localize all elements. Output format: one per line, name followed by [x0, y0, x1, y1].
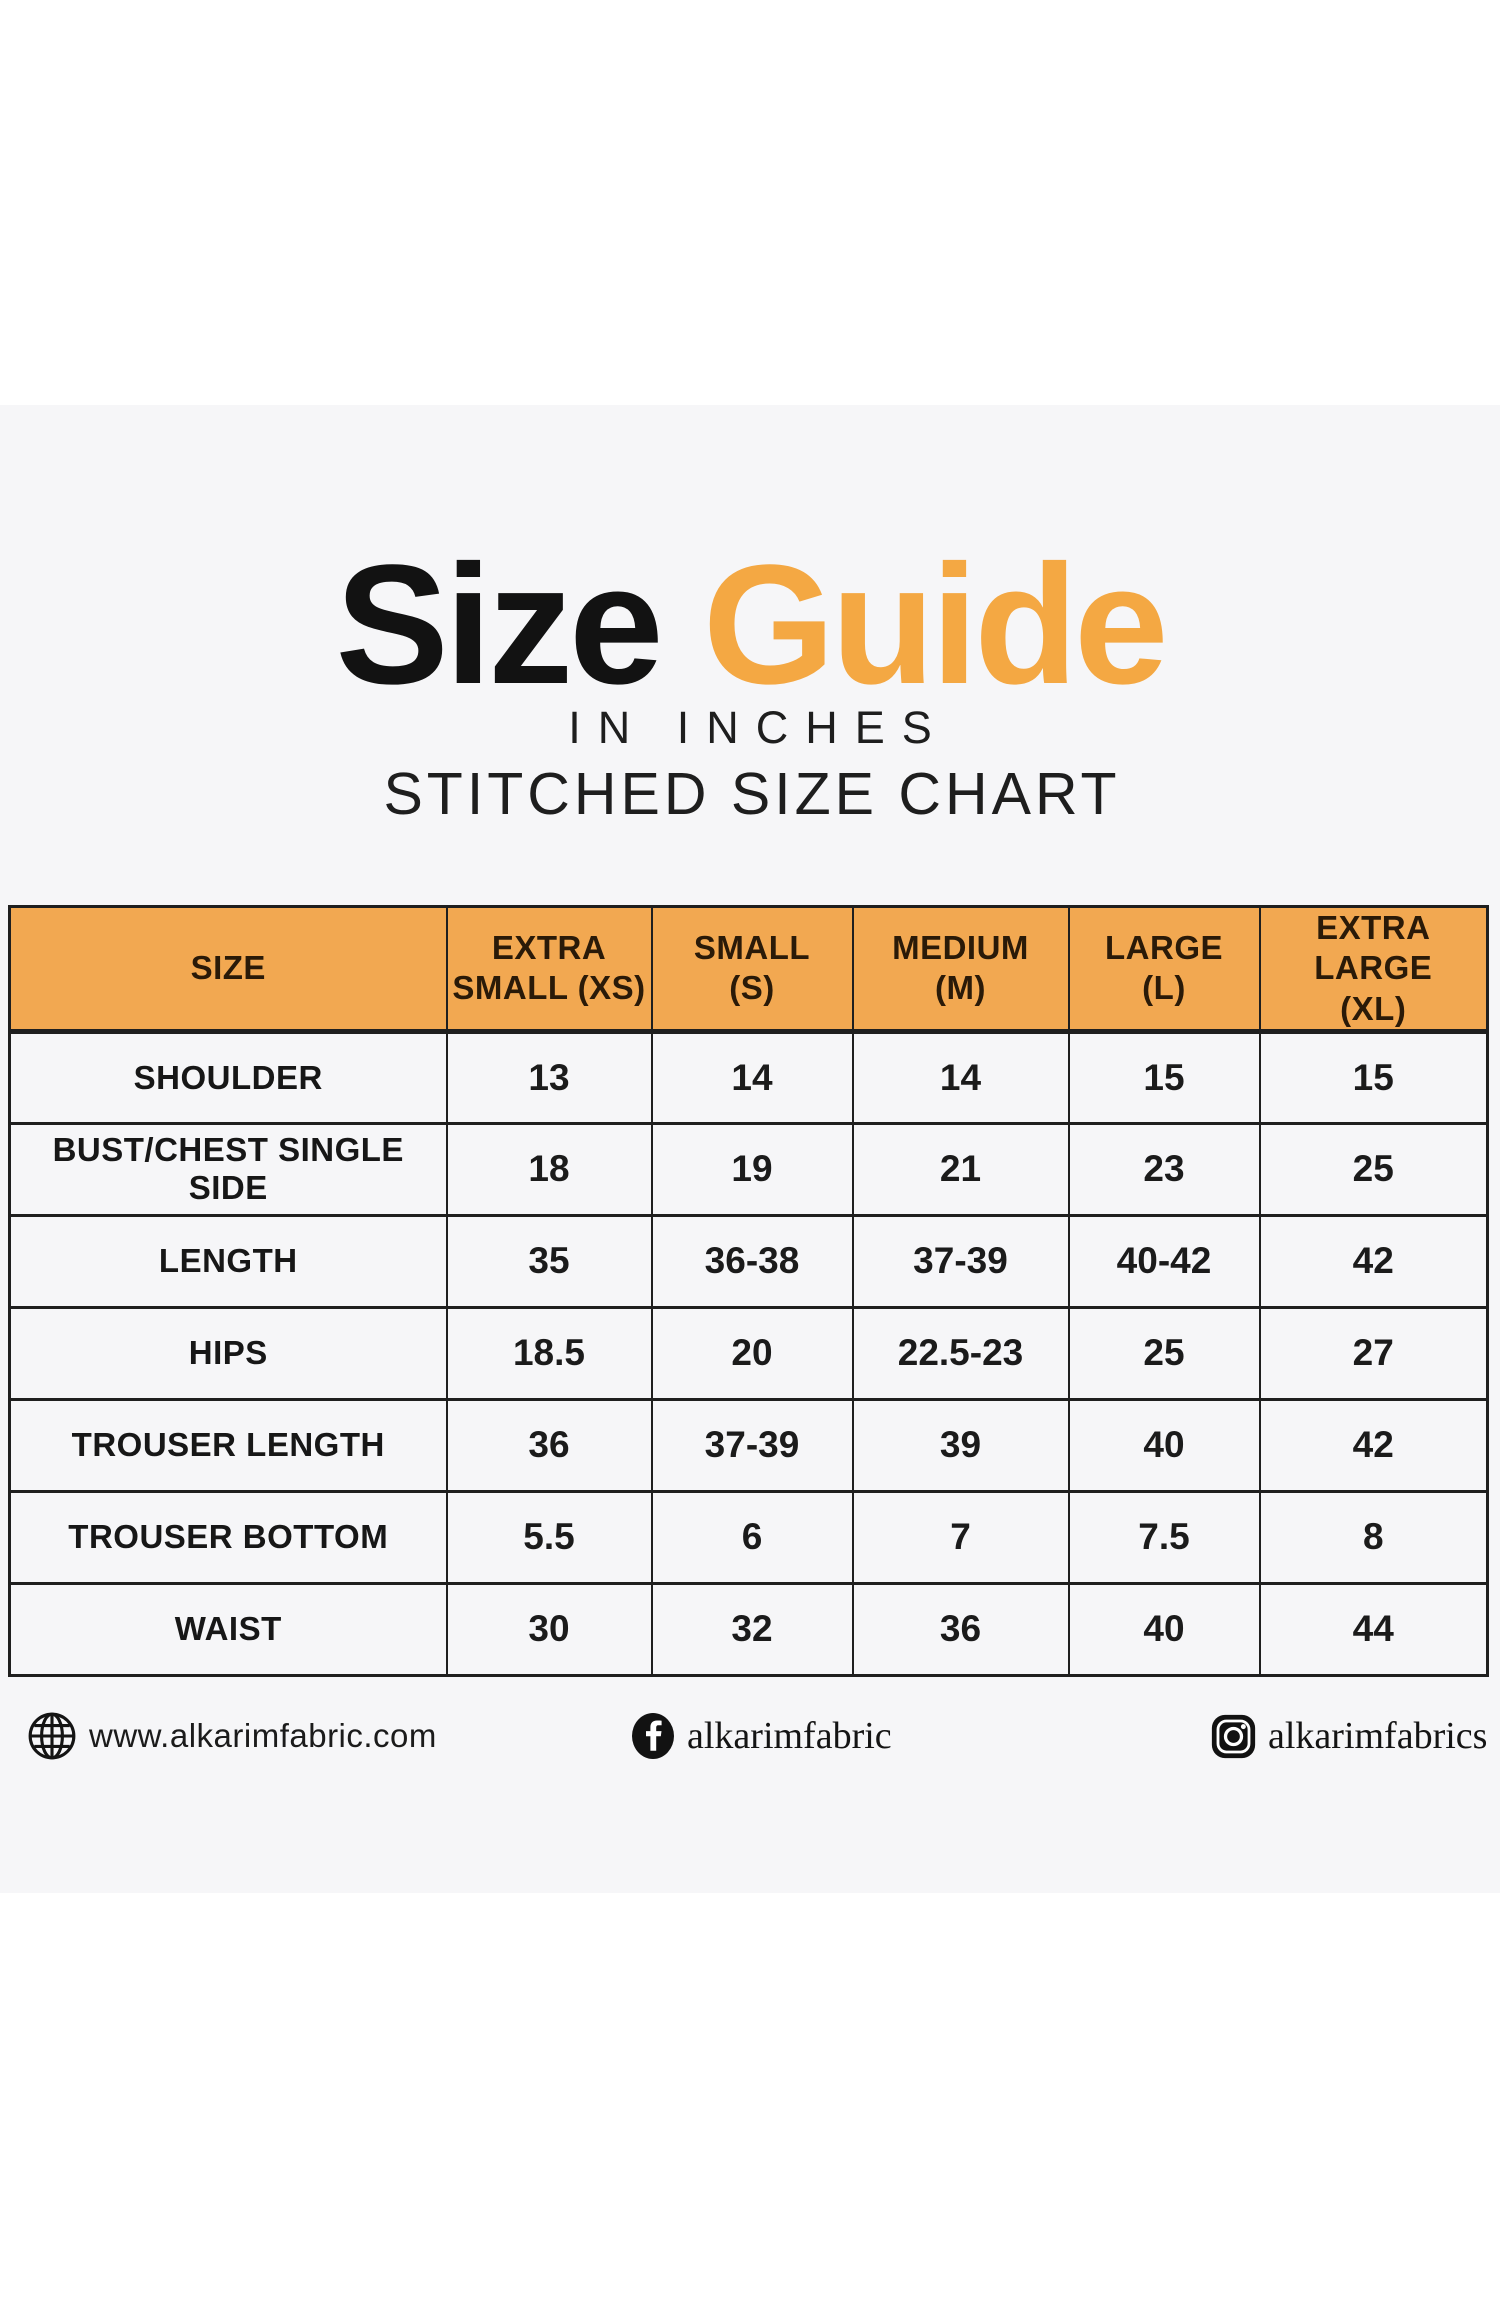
size-value: 37-39 [851, 1213, 1070, 1309]
row-label: LENGTH [8, 1213, 448, 1309]
column-header-xs: EXTRA SMALL (XS) [445, 905, 653, 1034]
instagram-icon [1211, 1714, 1256, 1758]
column-header-l: LARGE (L) [1067, 905, 1261, 1034]
chart-subtitle: STITCHED SIZE CHART [383, 761, 1121, 827]
page-title-black: Size [335, 530, 663, 720]
units-subtitle: IN INCHES [568, 702, 949, 753]
size-value: 14 [650, 1029, 854, 1125]
size-value: 25 [1067, 1305, 1261, 1401]
size-value: 44 [1258, 1581, 1489, 1677]
size-value: 15 [1258, 1029, 1489, 1125]
table-row: BUST/CHEST SINGLE SIDE 18 19 21 23 25 [8, 1121, 1489, 1217]
column-header-s: SMALL (S) [650, 905, 854, 1034]
size-value: 42 [1258, 1213, 1489, 1309]
globe-icon [28, 1712, 76, 1760]
size-value: 30 [445, 1581, 653, 1677]
header-row: SIZE EXTRA SMALL (XS) SMALL (S) MEDIUM (… [8, 905, 1489, 1034]
table-header: SIZE EXTRA SMALL (XS) SMALL (S) MEDIUM (… [8, 905, 1489, 1034]
instagram-handle: alkarimfabrics [1268, 1715, 1488, 1757]
size-value: 25 [1258, 1121, 1489, 1217]
table-row: HIPS 18.5 20 22.5-23 25 27 [8, 1305, 1489, 1401]
row-label: HIPS [8, 1305, 448, 1401]
size-value: 22.5-23 [851, 1305, 1070, 1401]
size-chart-table: SIZE EXTRA SMALL (XS) SMALL (S) MEDIUM (… [8, 905, 1489, 1677]
size-value: 6 [650, 1489, 854, 1585]
size-value: 21 [851, 1121, 1070, 1217]
size-value: 40 [1067, 1397, 1261, 1493]
column-header-xl: EXTRA LARGE (XL) [1258, 905, 1489, 1034]
website-item: www.alkarimfabric.com [26, 1705, 437, 1767]
size-value: 5.5 [445, 1489, 653, 1585]
size-value: 36-38 [650, 1213, 854, 1309]
size-value: 32 [650, 1581, 854, 1677]
table-row: SHOULDER 13 14 14 15 15 [8, 1029, 1489, 1125]
size-value: 18.5 [445, 1305, 653, 1401]
size-value: 19 [650, 1121, 854, 1217]
row-label: SHOULDER [8, 1029, 448, 1125]
size-value: 40 [1067, 1581, 1261, 1677]
size-value: 7 [851, 1489, 1070, 1585]
size-value: 36 [445, 1397, 653, 1493]
table-row: WAIST 30 32 36 40 44 [8, 1581, 1489, 1677]
row-label: BUST/CHEST SINGLE SIDE [8, 1121, 448, 1217]
size-value: 27 [1258, 1305, 1489, 1401]
size-value: 15 [1067, 1029, 1261, 1125]
table-body: SHOULDER 13 14 14 15 15 BUST/CHEST SINGL… [8, 1029, 1489, 1677]
table-row: TROUSER BOTTOM 5.5 6 7 7.5 8 [8, 1489, 1489, 1585]
size-value: 36 [851, 1581, 1070, 1677]
size-value: 8 [1258, 1489, 1489, 1585]
column-header-size: SIZE [8, 905, 448, 1034]
instagram-item: alkarimfabrics [1210, 1705, 1487, 1767]
page-title-orange: Guide [702, 530, 1169, 720]
size-value: 37-39 [650, 1397, 854, 1493]
facebook-handle: alkarimfabric [687, 1715, 892, 1757]
size-value: 35 [445, 1213, 653, 1309]
size-value: 23 [1067, 1121, 1261, 1217]
table-row: LENGTH 35 36-38 37-39 40-42 42 [8, 1213, 1489, 1309]
page-title: Size Guide [0, 540, 1500, 710]
row-label: TROUSER BOTTOM [8, 1489, 448, 1585]
size-value: 40-42 [1067, 1213, 1261, 1309]
website-url: www.alkarimfabric.com [89, 1717, 437, 1754]
facebook-item: alkarimfabric [630, 1705, 892, 1767]
size-value: 14 [851, 1029, 1070, 1125]
table-row: TROUSER LENGTH 36 37-39 39 40 42 [8, 1397, 1489, 1493]
size-value: 7.5 [1067, 1489, 1261, 1585]
facebook-icon [632, 1713, 674, 1759]
size-value: 18 [445, 1121, 653, 1217]
column-header-m: MEDIUM (M) [851, 905, 1070, 1034]
row-label: WAIST [8, 1581, 448, 1677]
row-label: TROUSER LENGTH [8, 1397, 448, 1493]
size-value: 13 [445, 1029, 653, 1125]
size-value: 42 [1258, 1397, 1489, 1493]
size-value: 20 [650, 1305, 854, 1401]
size-value: 39 [851, 1397, 1070, 1493]
